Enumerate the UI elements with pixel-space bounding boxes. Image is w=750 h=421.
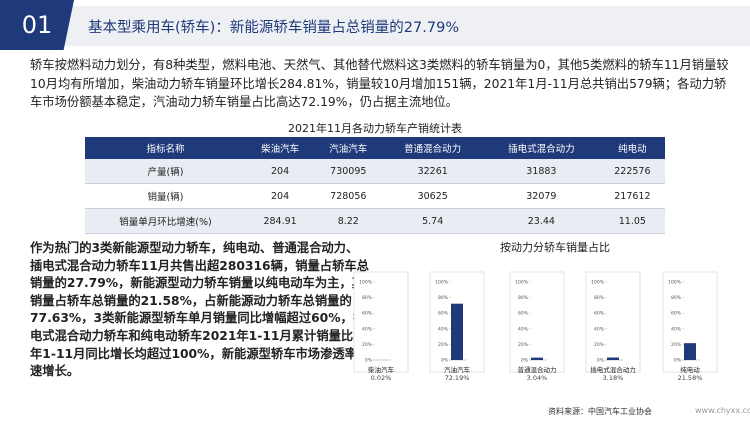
table-header-cell: 汽油汽车 [314,137,383,159]
table-cell: 222576 [599,159,665,184]
analysis-text: 作为热门的3类新能源型动力轿车，纯电动、普通混合动力、插电式混合动力轿车11月共… [30,241,370,379]
intro-text: 轿车按燃料动力划分，有8种类型，燃料电池、天然气、其他替代燃料这3类燃料的轿车销… [30,58,729,109]
category-label: 插电式混合动力 [590,365,636,374]
table-row: 销量(辆) 204 728056 30625 32079 217612 [85,183,665,209]
y-tick-label: 80% [518,295,529,301]
category-label: 纯电动 [680,365,700,374]
table-cell: 32261 [382,159,483,184]
table-header-cell: 纯电动 [599,137,665,159]
table-cell: 销量(辆) [85,183,246,209]
website: www.chyxx.com [695,406,750,415]
y-tick-label: 20% [594,342,605,348]
table-cell: 730095 [314,159,383,184]
bar [451,303,463,360]
y-tick-label: 60% [671,311,682,317]
source: 资料来源：中国汽车工业协会 [548,407,652,416]
category-label: 柴油汽车 [368,365,395,374]
table-header-cell: 指标名称 [85,137,246,159]
y-tick-label: 20% [362,342,373,348]
y-tick-label: 100% [668,280,682,286]
table: 指标名称 柴油汽车 汽油汽车 普通混合动力 插电式混合动力 纯电动 产量(辆) 204 7300… [85,137,665,234]
table-cell: 32079 [482,183,600,209]
panel [585,271,641,373]
y-tick-label: 100% [591,280,605,286]
y-tick-label: 0% [597,358,605,364]
table-title: 2021年11月各动力轿车产销统计表 [288,122,462,135]
value-label: 0.02% [371,374,392,382]
y-tick-label: 80% [671,295,682,301]
y-tick-label: 40% [438,326,449,332]
y-tick-label: 80% [594,295,605,301]
category-label: 普通混合动力 [518,365,557,374]
y-tick-label: 100% [359,280,373,286]
y-tick-label: 40% [362,326,373,332]
panel [509,271,565,373]
table-cell: 11.05 [599,208,665,234]
table-header-cell: 柴油汽车 [245,137,315,159]
y-tick-label: 60% [594,311,605,317]
table-cell: 728056 [314,183,383,209]
bar [607,357,619,360]
header-bar [0,6,750,46]
bar [684,343,696,360]
y-tick-label: 80% [362,295,373,301]
y-tick-label: 40% [518,326,529,332]
bar [531,357,543,360]
y-tick-label: 0% [365,358,373,364]
y-tick-label: 80% [438,295,449,301]
table-header-cell: 插电式混合动力 [482,137,600,159]
section-number: 01 [0,0,74,50]
y-tick-label: 40% [594,326,605,332]
table-row: 产量(辆) 204 730095 32261 31883 222576 [85,159,665,184]
category-label: 汽油汽车 [444,365,471,374]
y-tick-label: 60% [518,311,529,317]
table-row: 销量单月环比增速(%) 284.91 8.22 5.74 23.44 11.05 [85,208,665,234]
y-tick-label: 20% [438,342,449,348]
y-tick-label: 60% [362,311,373,317]
table-cell: 284.91 [245,208,315,234]
y-tick-label: 0% [521,358,529,364]
table-body: 产量(辆) 204 730095 32261 31883 222576 销量(辆) 204 72… [85,159,665,234]
value-label: 72.19% [445,374,470,382]
y-tick-label: 100% [435,280,449,286]
table-cell: 23.44 [482,208,600,234]
y-tick-label: 40% [671,326,682,332]
table-cell: 8.22 [314,208,383,234]
y-tick-label: 0% [674,358,682,364]
y-tick-label: 100% [515,280,529,286]
y-tick-label: 0% [441,358,449,364]
table-cell: 204 [245,159,315,184]
table-cell: 产量(辆) [85,159,246,184]
table-cell: 5.74 [382,208,483,234]
table-cell: 30625 [382,183,483,209]
y-tick-label: 60% [438,311,449,317]
table-header: 指标名称 柴油汽车 汽油汽车 普通混合动力 插电式混合动力 纯电动 [85,137,665,159]
y-tick-label: 20% [518,342,529,348]
table-cell: 31883 [482,159,600,184]
value-label: 3.04% [527,374,548,382]
table-cell: 204 [245,183,315,209]
table-cell: 217612 [599,183,665,209]
value-label: 3.18% [603,374,624,382]
y-tick-label: 20% [671,342,682,348]
value-label: 21.58% [678,374,703,382]
table-cell: 销量单月环比增速(%) [85,208,246,234]
header-title: 基本型乘用车(轿车)：新能源轿车销量占总销量的27.79% [88,20,460,36]
table-header-cell: 普通混合动力 [382,137,483,159]
panel [353,271,409,373]
chart-title: 按动力分轿车销量占比 [500,240,610,254]
